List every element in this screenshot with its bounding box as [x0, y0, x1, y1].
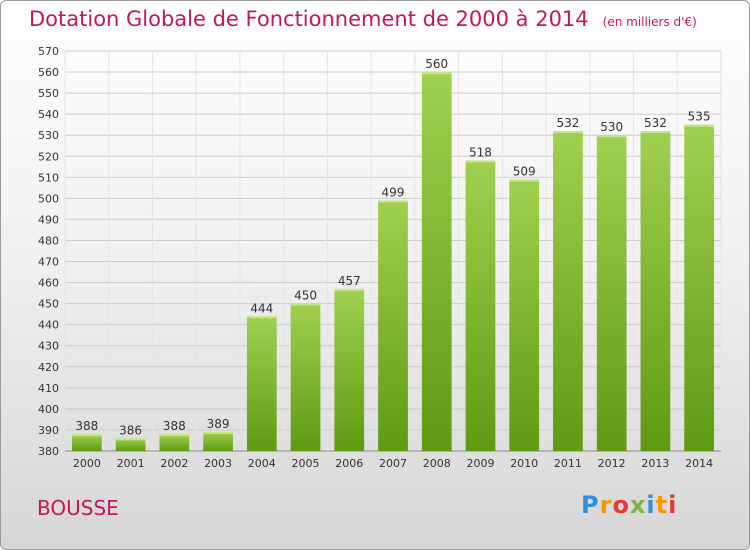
- value-label: 388: [75, 419, 98, 433]
- value-label: 535: [688, 110, 711, 124]
- x-tick-label: 2000: [73, 457, 101, 470]
- logo-letter: t: [655, 491, 669, 519]
- commune-name: BOUSSE: [37, 496, 119, 520]
- value-label: 532: [556, 116, 579, 130]
- y-tick-label: 380: [38, 445, 59, 458]
- y-tick-label: 520: [38, 150, 59, 163]
- y-tick-label: 400: [38, 403, 59, 416]
- bar: [290, 303, 321, 451]
- y-tick-label: 510: [38, 171, 59, 184]
- bar: [465, 160, 496, 451]
- x-tick-label: 2006: [335, 457, 363, 470]
- y-tick-label: 500: [38, 192, 59, 205]
- value-label: 509: [513, 164, 536, 178]
- y-tick-label: 450: [38, 298, 59, 311]
- value-labels: 388 386 388 389 444 450 457 499 560 518 509 532 530 5…: [75, 57, 710, 437]
- value-label: 518: [469, 145, 492, 159]
- x-tick-label: 2008: [423, 457, 451, 470]
- chart-title: Dotation Globale de Fonctionnement de 20…: [29, 7, 697, 31]
- bar: [71, 434, 102, 451]
- y-tick-label: 560: [38, 66, 59, 79]
- y-tick-label: 410: [38, 382, 59, 395]
- value-label: 532: [644, 116, 667, 130]
- y-tick-label: 530: [38, 129, 59, 142]
- value-label: 450: [294, 289, 317, 303]
- x-axis: 2000 2001 2002 2003 2004 2005 2006 2007 2008 2009…: [73, 457, 713, 470]
- bar-highlight: [334, 288, 365, 291]
- bar-highlight: [421, 72, 452, 75]
- x-tick-label: 2014: [685, 457, 713, 470]
- logo-letter: P: [581, 491, 600, 519]
- bar-highlight: [596, 135, 627, 138]
- y-tick-label: 390: [38, 424, 59, 437]
- bar-highlight: [684, 124, 715, 127]
- bar-highlight: [71, 434, 102, 437]
- bar: [509, 179, 540, 451]
- logo-letter: r: [599, 491, 613, 519]
- x-tick-label: 2013: [641, 457, 669, 470]
- logo-letter: x: [629, 491, 647, 519]
- bar-highlight: [465, 160, 496, 163]
- y-tick-label: 490: [38, 213, 59, 226]
- y-axis: 380 390 400 410 420 430 440 450 460 470 480 490 500 5…: [38, 45, 59, 458]
- logo-letter: i: [646, 491, 656, 519]
- y-tick-label: 440: [38, 319, 59, 332]
- value-label: 457: [338, 274, 361, 288]
- bar: [203, 432, 233, 451]
- bars: [71, 72, 715, 452]
- value-label: 560: [425, 57, 448, 71]
- x-tick-label: 2003: [204, 457, 232, 470]
- bar: [553, 131, 583, 451]
- bar-highlight: [115, 438, 146, 441]
- bar: [159, 434, 190, 451]
- x-tick-label: 2012: [598, 457, 626, 470]
- y-tick-label: 420: [38, 361, 59, 374]
- x-tick-label: 2011: [554, 457, 582, 470]
- bar-highlight: [246, 316, 277, 319]
- bar: [378, 200, 408, 451]
- x-tick-label: 2002: [160, 457, 188, 470]
- chart-title-text: Dotation Globale de Fonctionnement de 20…: [29, 7, 589, 31]
- bar: [334, 288, 365, 451]
- y-tick-label: 480: [38, 234, 59, 247]
- bar: [421, 72, 452, 451]
- bar-highlight: [159, 434, 190, 437]
- proxiti-logo: Proxiti: [581, 491, 677, 519]
- bar: [246, 316, 277, 451]
- x-tick-label: 2010: [510, 457, 538, 470]
- chart-unit: (en milliers d'€): [602, 15, 697, 29]
- bar: [115, 438, 146, 451]
- bar: [596, 135, 627, 452]
- x-tick-label: 2009: [466, 457, 494, 470]
- bar-highlight: [378, 200, 408, 203]
- value-label: 386: [119, 423, 142, 437]
- bar-highlight: [203, 432, 233, 435]
- bar-highlight: [553, 131, 583, 133]
- bar-highlight: [640, 131, 671, 133]
- bar-highlight: [509, 179, 540, 182]
- x-tick-label: 2007: [379, 457, 407, 470]
- value-label: 444: [250, 301, 273, 315]
- y-tick-label: 540: [38, 108, 59, 121]
- x-tick-label: 2004: [248, 457, 276, 470]
- y-tick-label: 550: [38, 87, 59, 100]
- y-tick-label: 430: [38, 340, 59, 353]
- y-tick-label: 470: [38, 256, 59, 269]
- y-tick-label: 570: [38, 45, 59, 58]
- value-label: 530: [600, 120, 623, 134]
- value-label: 388: [163, 419, 186, 433]
- bar: [684, 124, 715, 452]
- logo-letter: i: [668, 491, 678, 519]
- logo-letter: o: [612, 491, 630, 519]
- x-tick-label: 2001: [117, 457, 145, 470]
- value-label: 389: [207, 417, 230, 431]
- x-tick-label: 2005: [292, 457, 320, 470]
- bar: [640, 131, 671, 451]
- value-label: 499: [382, 185, 405, 199]
- y-tick-label: 460: [38, 277, 59, 290]
- bar-highlight: [290, 303, 321, 306]
